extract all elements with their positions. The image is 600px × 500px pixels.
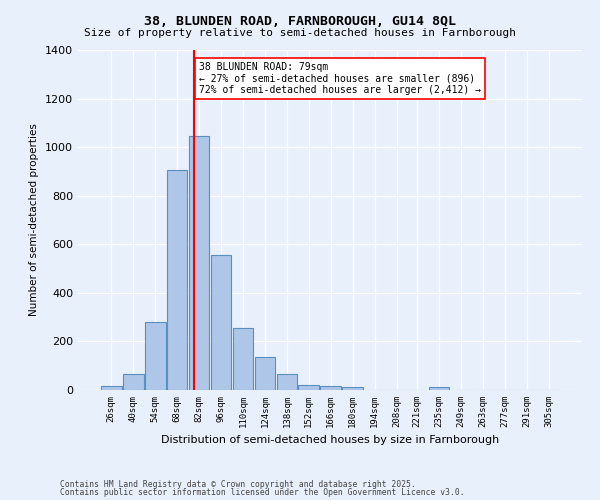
Bar — [320, 386, 341, 390]
Text: 38 BLUNDEN ROAD: 79sqm
← 27% of semi-detached houses are smaller (896)
72% of se: 38 BLUNDEN ROAD: 79sqm ← 27% of semi-det… — [199, 62, 481, 96]
Text: Contains public sector information licensed under the Open Government Licence v3: Contains public sector information licen… — [60, 488, 464, 497]
Bar — [343, 387, 363, 390]
Bar — [189, 136, 209, 390]
Bar — [428, 387, 449, 390]
Bar — [145, 322, 166, 390]
Bar — [167, 170, 187, 390]
Y-axis label: Number of semi-detached properties: Number of semi-detached properties — [29, 124, 40, 316]
Text: 38, BLUNDEN ROAD, FARNBOROUGH, GU14 8QL: 38, BLUNDEN ROAD, FARNBOROUGH, GU14 8QL — [144, 15, 456, 28]
Bar — [298, 384, 319, 390]
Bar — [277, 374, 297, 390]
X-axis label: Distribution of semi-detached houses by size in Farnborough: Distribution of semi-detached houses by … — [161, 436, 499, 446]
Bar — [211, 255, 232, 390]
Text: Size of property relative to semi-detached houses in Farnborough: Size of property relative to semi-detach… — [84, 28, 516, 38]
Bar — [233, 328, 253, 390]
Bar — [254, 357, 275, 390]
Text: Contains HM Land Registry data © Crown copyright and database right 2025.: Contains HM Land Registry data © Crown c… — [60, 480, 416, 489]
Bar — [101, 386, 122, 390]
Bar — [123, 374, 143, 390]
